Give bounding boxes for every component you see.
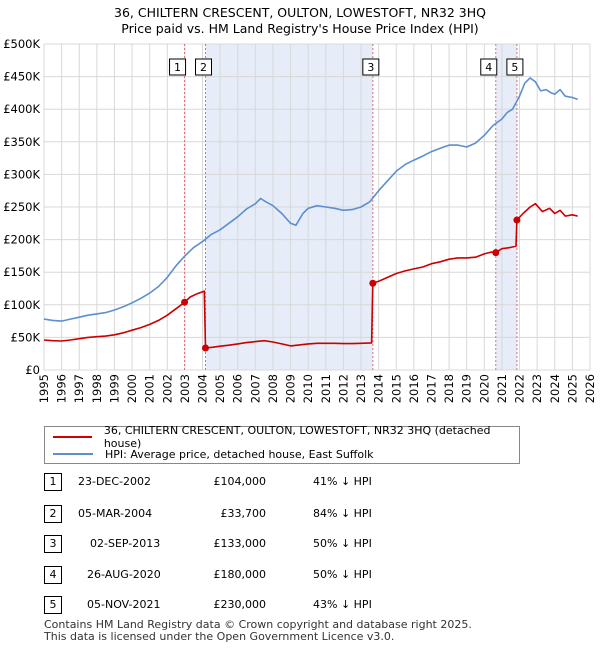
sale-marker-number: 5 [511, 61, 518, 74]
price-series-line [43, 202, 578, 349]
transaction-hpi-diff: 41% ↓ HPI [313, 475, 372, 488]
x-tick-label: 2004 [196, 374, 210, 403]
sale-marker-box [169, 58, 187, 76]
sale-point [181, 298, 189, 306]
x-tick-label: 2025 [565, 374, 579, 403]
x-tick-label: 2026 [583, 374, 597, 403]
legend-price-label: 36, CHILTERN CRESCENT, OULTON, LOWESTOFT… [103, 424, 491, 450]
y-tick-label: £450K [3, 70, 40, 84]
sale-marker-number: 4 [485, 61, 492, 74]
x-tick-label: 2008 [266, 374, 280, 403]
transaction-date: 23-DEC-2002 [78, 475, 152, 488]
transaction-number: 2 [44, 505, 62, 523]
x-tick-label: 2024 [548, 374, 562, 403]
x-tick-label: 2003 [178, 374, 192, 403]
x-tick-label: 2015 [389, 374, 403, 403]
transaction-number: 3 [44, 535, 62, 553]
x-tick-label: 2011 [319, 374, 333, 403]
price-chart: 1 2 3 4 5 £0 £50K £100K £150K £200K £250K £300K £350… [3, 37, 597, 403]
transaction-hpi-diff: 84% ↓ HPI [313, 507, 372, 520]
sale-point [369, 279, 377, 287]
x-tick-label: 2012 [336, 374, 350, 403]
transaction-price: £33,700 [220, 507, 267, 520]
legend-red-line [53, 436, 92, 438]
transaction-price: £133,000 [213, 537, 267, 550]
transaction-price: £230,000 [213, 598, 267, 611]
footer-attribution: Contains HM Land Registry data © Crown c… [44, 619, 472, 643]
x-tick-label: 2018 [442, 374, 456, 403]
x-tick-label: 2017 [424, 374, 438, 403]
sale-marker-box [195, 58, 213, 76]
chart-title-line1: 36, CHILTERN CRESCENT, OULTON, LOWESTOFT… [114, 5, 486, 20]
x-tick-label: 2019 [460, 374, 474, 403]
x-tick-label: 2000 [125, 374, 139, 403]
x-tick-label: 2002 [160, 374, 174, 403]
legend-item-hpi: HPI: Average price, detached house, East… [53, 446, 374, 462]
transaction-price: £180,000 [213, 568, 267, 581]
sale-marker-box [362, 58, 380, 76]
y-tick-label: £100K [3, 298, 40, 312]
transaction-number: 5 [44, 596, 62, 614]
transaction-date: 26-AUG-2020 [87, 568, 161, 581]
y-tick-label: £250K [3, 200, 40, 214]
sale-marker-number: 1 [174, 61, 181, 74]
x-tick-label: 1996 [55, 374, 69, 403]
transaction-price: £104,000 [213, 475, 267, 488]
transaction-hpi-diff: 50% ↓ HPI [313, 537, 372, 550]
hpi-series-line [43, 77, 578, 322]
sale-point [492, 249, 500, 257]
transaction-number: 4 [44, 566, 62, 584]
sale-marker-label: 1 [169, 58, 187, 76]
transaction-date: 05-NOV-2021 [87, 598, 161, 611]
sale-marker-number: 3 [367, 61, 374, 74]
legend-item-price: 36, CHILTERN CRESCENT, OULTON, LOWESTOFT… [53, 424, 519, 450]
legend-blue-line [53, 453, 93, 455]
sale-marker-number: 2 [200, 61, 207, 74]
x-tick-label: 2001 [143, 374, 157, 403]
x-tick-label: 2013 [354, 374, 368, 403]
y-tick-label: £300K [3, 167, 40, 181]
chart-title-line2: Price paid vs. HM Land Registry's House … [121, 21, 479, 36]
y-tick-label: £350K [3, 135, 40, 149]
sale-marker-box [506, 58, 524, 76]
x-tick-label: 2021 [495, 374, 509, 403]
x-tick-label: 2016 [407, 374, 421, 403]
sale-marker-label: 3 [362, 58, 380, 76]
x-tick-label: 1995 [37, 374, 51, 403]
x-tick-label: 2005 [213, 374, 227, 403]
x-tick-label: 2020 [477, 374, 491, 403]
sale-point [513, 216, 521, 224]
y-tick-label: £500K [3, 37, 40, 51]
x-tick-label: 2009 [284, 374, 298, 403]
sale-marker-label: 5 [506, 58, 524, 76]
y-tick-label: £0 [25, 363, 40, 377]
legend-hpi-label: HPI: Average price, detached house, East… [105, 447, 374, 461]
x-tick-label: 1999 [107, 374, 121, 403]
x-tick-label: 2006 [231, 374, 245, 403]
transaction-number: 1 [44, 473, 62, 491]
footer-line1: Contains HM Land Registry data © Crown c… [44, 618, 472, 631]
sale-marker-box [480, 58, 498, 76]
y-tick-label: £50K [11, 330, 41, 344]
x-tick-label: 2022 [513, 374, 527, 403]
y-tick-label: £150K [3, 265, 40, 279]
sale-marker-label: 4 [480, 58, 498, 76]
x-tick-label: 2007 [248, 374, 262, 403]
x-tick-label: 2014 [372, 374, 386, 403]
x-tick-label: 1998 [90, 374, 104, 403]
x-tick-label: 2010 [301, 374, 315, 403]
transaction-hpi-diff: 43% ↓ HPI [313, 598, 372, 611]
y-tick-label: £200K [3, 233, 40, 247]
x-tick-label: 2023 [530, 374, 544, 403]
transaction-hpi-diff: 50% ↓ HPI [313, 568, 372, 581]
chart-legend: 36, CHILTERN CRESCENT, OULTON, LOWESTOFT… [44, 424, 520, 464]
transaction-date: 02-SEP-2013 [90, 537, 161, 550]
sale-marker-label: 2 [195, 58, 213, 76]
y-tick-label: £400K [3, 102, 40, 116]
footer-line2: This data is licensed under the Open Gov… [44, 630, 395, 643]
x-tick-label: 1997 [72, 374, 86, 403]
sale-point [202, 344, 210, 352]
transaction-date: 05-MAR-2004 [78, 507, 153, 520]
